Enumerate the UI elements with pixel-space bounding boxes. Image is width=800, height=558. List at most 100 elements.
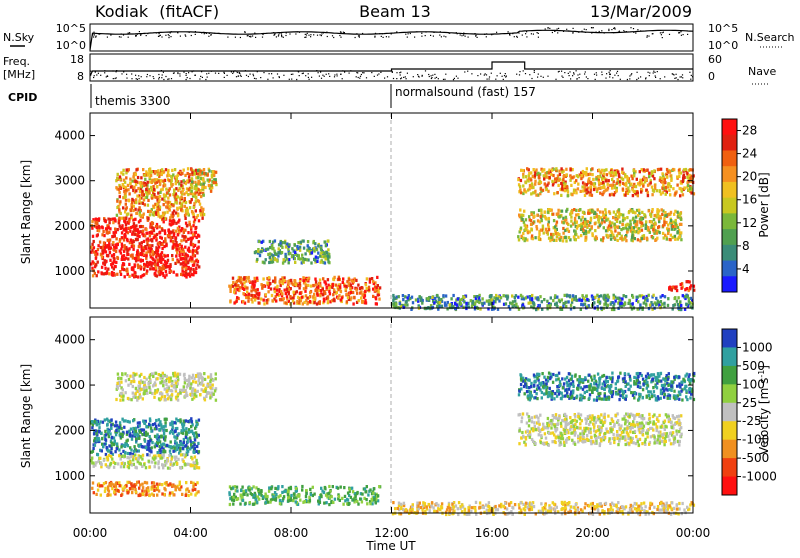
heatmap-cell: [285, 301, 287, 304]
nave-point: [159, 77, 160, 78]
nsearch-point: [313, 34, 314, 35]
nsearch-point: [327, 36, 328, 37]
heatmap-cell: [323, 299, 325, 302]
heatmap-cell: [324, 240, 326, 243]
nave-point: [422, 75, 423, 76]
nave-point: [664, 76, 665, 77]
heatmap-cell: [126, 206, 128, 209]
heatmap-cell: [611, 171, 613, 174]
heatmap-cell: [170, 239, 172, 242]
nsearch-point: [382, 33, 383, 34]
nave-point: [194, 75, 195, 76]
nsearch-point: [388, 36, 389, 37]
nsearch-point: [161, 36, 162, 37]
heatmap-cell: [151, 244, 153, 247]
heatmap-cell: [677, 296, 679, 299]
heatmap-cell: [197, 442, 199, 445]
heatmap-cell: [663, 217, 665, 220]
heatmap-cell: [123, 426, 125, 429]
nsearch-point: [307, 33, 308, 34]
heatmap-cell: [148, 442, 150, 445]
heatmap-cell: [105, 439, 107, 442]
nsearch-point: [475, 35, 476, 36]
nsearch-point: [235, 37, 236, 38]
heatmap-cell: [197, 182, 199, 185]
nave-point: [561, 76, 562, 77]
heatmap-cell: [672, 225, 674, 228]
heatmap-cell: [155, 419, 157, 422]
heatmap-cell: [234, 288, 236, 291]
heatmap-cell: [647, 194, 649, 197]
heatmap-cell: [533, 211, 535, 214]
nave-point: [322, 75, 323, 76]
heatmap-cell: [338, 278, 340, 281]
colorbar-segment: [722, 182, 737, 198]
heatmap-cell: [594, 229, 596, 232]
nave-point: [289, 79, 290, 80]
heatmap-cell: [121, 243, 123, 246]
heatmap-cell: [196, 445, 198, 448]
nave-point: [179, 75, 180, 76]
heatmap-cell: [689, 177, 691, 180]
heatmap-cell: [184, 267, 186, 270]
heatmap-cell: [203, 213, 205, 216]
heatmap-cell: [645, 169, 647, 172]
nsearch-point: [604, 32, 605, 33]
heatmap-cell: [149, 231, 151, 234]
heatmap-cell: [647, 184, 649, 187]
heatmap-cell: [165, 418, 167, 421]
heatmap-cell: [582, 303, 584, 306]
heatmap-cell: [528, 177, 530, 180]
nave-point: [502, 76, 503, 77]
heatmap-cell: [543, 231, 545, 234]
heatmap-cell: [682, 294, 684, 297]
nave-point: [342, 78, 343, 79]
nave-point: [443, 79, 444, 80]
heatmap-cell: [115, 429, 117, 432]
nave-point: [321, 78, 322, 79]
heatmap-cell: [199, 173, 201, 176]
heatmap-cell: [132, 419, 134, 422]
heatmap-cell: [183, 231, 185, 234]
heatmap-cell: [553, 219, 555, 222]
heatmap-cell: [625, 295, 627, 298]
heatmap-cell: [605, 211, 607, 214]
nsearch-point: [646, 37, 647, 38]
nave-point: [570, 78, 571, 79]
station-title: Kodiak (fitACF): [95, 2, 219, 21]
nsearch-point: [92, 34, 93, 35]
heatmap-cell: [145, 247, 147, 250]
heatmap-cell: [623, 294, 625, 297]
nsearch-point: [274, 34, 275, 35]
heatmap-cell: [575, 295, 577, 298]
heatmap-cell: [203, 168, 205, 171]
heatmap-cell: [176, 201, 178, 204]
heatmap-cell: [112, 241, 114, 244]
heatmap-cell: [191, 210, 193, 213]
heatmap-cell: [613, 172, 615, 175]
heatmap-cell: [682, 177, 684, 180]
heatmap-cell: [248, 276, 250, 279]
heatmap-cell: [142, 168, 144, 171]
heatmap-cell: [189, 179, 191, 182]
nsearch-point: [208, 36, 209, 37]
heatmap-cell: [614, 226, 616, 229]
heatmap-cell: [169, 208, 171, 211]
heatmap-cell: [581, 294, 583, 297]
nave-point: [480, 73, 481, 74]
nave-point: [601, 72, 602, 73]
heatmap-cell: [93, 432, 95, 435]
heatmap-cell: [164, 184, 166, 187]
heatmap-cell: [155, 246, 157, 249]
heatmap-cell: [392, 299, 394, 302]
nave-point: [568, 73, 569, 74]
heatmap-cell: [160, 426, 162, 429]
heatmap-cell: [121, 268, 123, 271]
nsearch-point: [156, 32, 157, 33]
nave-point: [594, 74, 595, 75]
heatmap-cell: [633, 190, 635, 193]
heatmap-cell: [412, 301, 414, 304]
heatmap-cell: [148, 190, 150, 193]
heatmap-cell: [627, 302, 629, 305]
heatmap-cell: [156, 259, 158, 262]
